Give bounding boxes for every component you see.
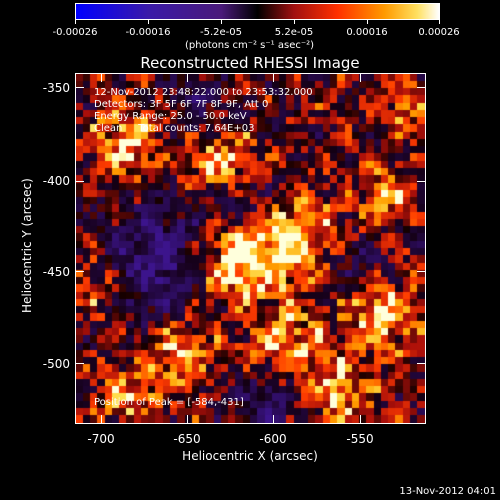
rhessi-heatmap bbox=[76, 74, 425, 423]
y-tick-label: -400 bbox=[42, 174, 70, 188]
colorbar-tick bbox=[221, 19, 222, 24]
colorbar-tick-label: 0.00016 bbox=[346, 27, 388, 38]
render-timestamp: 13-Nov-2012 04:01 bbox=[399, 486, 496, 497]
colorbar-tick bbox=[367, 19, 368, 24]
colorbar-tick bbox=[294, 19, 295, 24]
colorbar-tick bbox=[148, 19, 149, 24]
colorbar-tick-label: -0.00016 bbox=[125, 27, 171, 38]
y-tick-label: -500 bbox=[42, 357, 70, 371]
y-axis-label: Heliocentric Y (arcsec) bbox=[20, 178, 34, 313]
colorbar-tick-label: -0.00026 bbox=[52, 27, 98, 38]
x-tick-label: -550 bbox=[346, 432, 374, 446]
colorbar-tick-label: 5.2e-05 bbox=[274, 27, 314, 38]
y-tick-label: -450 bbox=[42, 265, 70, 279]
x-tick-label: -650 bbox=[173, 432, 201, 446]
colorbar-tick-label: 0.00026 bbox=[418, 27, 460, 38]
x-axis-label: Heliocentric X (arcsec) bbox=[182, 449, 318, 463]
x-tick-label: -600 bbox=[259, 432, 287, 446]
time-range-text: 12-Nov-2012 23:48:22.000 to 23:53:32.000 bbox=[94, 87, 313, 98]
x-tick-label: -700 bbox=[87, 432, 115, 446]
clean-counts-text: Clean Total counts: 7.64E+03 bbox=[94, 123, 255, 134]
detectors-text: Detectors: 3F 5F 6F 7F 8F 9F, Att 0 bbox=[94, 99, 269, 110]
energy-range-text: Energy Range: 25.0 - 50.0 keV bbox=[94, 111, 247, 122]
colorbar-tick bbox=[439, 19, 440, 24]
plot-frame bbox=[75, 73, 426, 424]
colorbar-units: (photons cm⁻² s⁻¹ asec⁻²) bbox=[185, 40, 315, 51]
colorbar-tick bbox=[75, 19, 76, 24]
colorbar-tick-label: -5.2e-05 bbox=[200, 27, 242, 38]
plot-title: Reconstructed RHESSI Image bbox=[140, 54, 360, 72]
y-tick-label: -350 bbox=[42, 81, 70, 95]
colorbar bbox=[75, 3, 440, 20]
peak-position-text: Position of Peak = [-584,-431] bbox=[94, 397, 244, 408]
